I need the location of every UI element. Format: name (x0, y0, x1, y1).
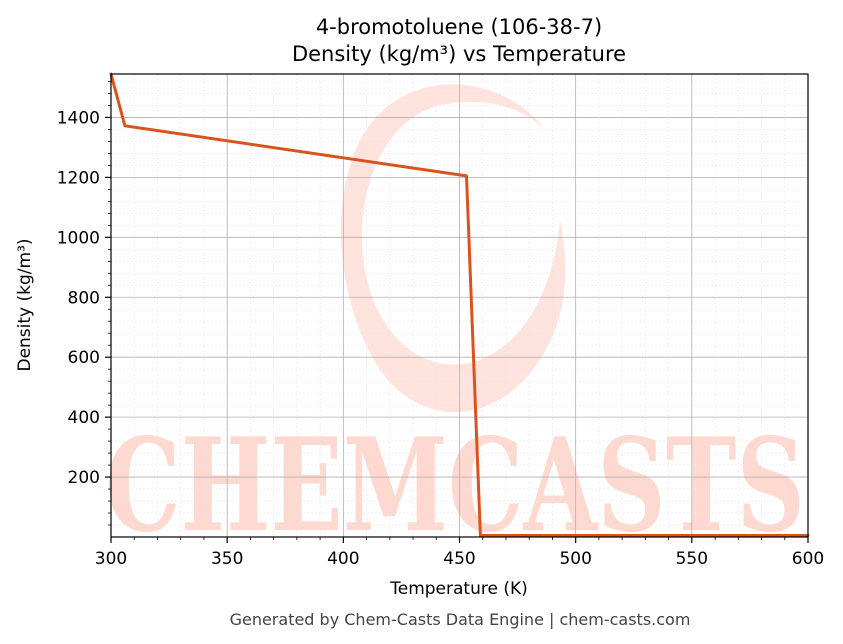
y-tick-label: 400 (68, 408, 100, 428)
chart-title-line1: 4-bromotoluene (106-38-7) (316, 15, 602, 39)
x-axis-label: Temperature (K) (389, 579, 528, 599)
grid (110, 74, 809, 537)
watermark-text: CHEMCASTS (105, 411, 805, 561)
chart-title-line2: Density (kg/m³) vs Temperature (292, 42, 626, 66)
x-tick-label: 400 (327, 549, 359, 569)
x-tick-labels: 300 350 400 450 500 550 600 (95, 549, 824, 569)
x-tick-label: 450 (443, 549, 475, 569)
x-tick-label: 300 (95, 549, 127, 569)
y-tick-label: 800 (68, 288, 100, 308)
watermark: CHEMCASTS (105, 84, 805, 561)
y-tick-label: 600 (68, 348, 100, 368)
y-tick-label: 1000 (57, 228, 100, 248)
watermark-logo-swirl (341, 84, 566, 413)
y-tick-labels: 200 400 600 800 1000 1200 1400 (57, 108, 100, 488)
footer-credit: Generated by Chem-Casts Data Engine | ch… (230, 610, 691, 629)
series (109, 72, 810, 537)
x-tick-label: 500 (559, 549, 591, 569)
y-axis-label: Density (kg/m³) (15, 238, 35, 371)
x-tick-label: 550 (676, 549, 708, 569)
series-line-0 (109, 72, 810, 537)
ticks (105, 81, 809, 543)
x-tick-label: 600 (792, 549, 824, 569)
y-tick-label: 1400 (57, 108, 100, 128)
y-tick-label: 1200 (57, 168, 100, 188)
y-tick-label: 200 (68, 468, 100, 488)
x-tick-label: 350 (211, 549, 243, 569)
